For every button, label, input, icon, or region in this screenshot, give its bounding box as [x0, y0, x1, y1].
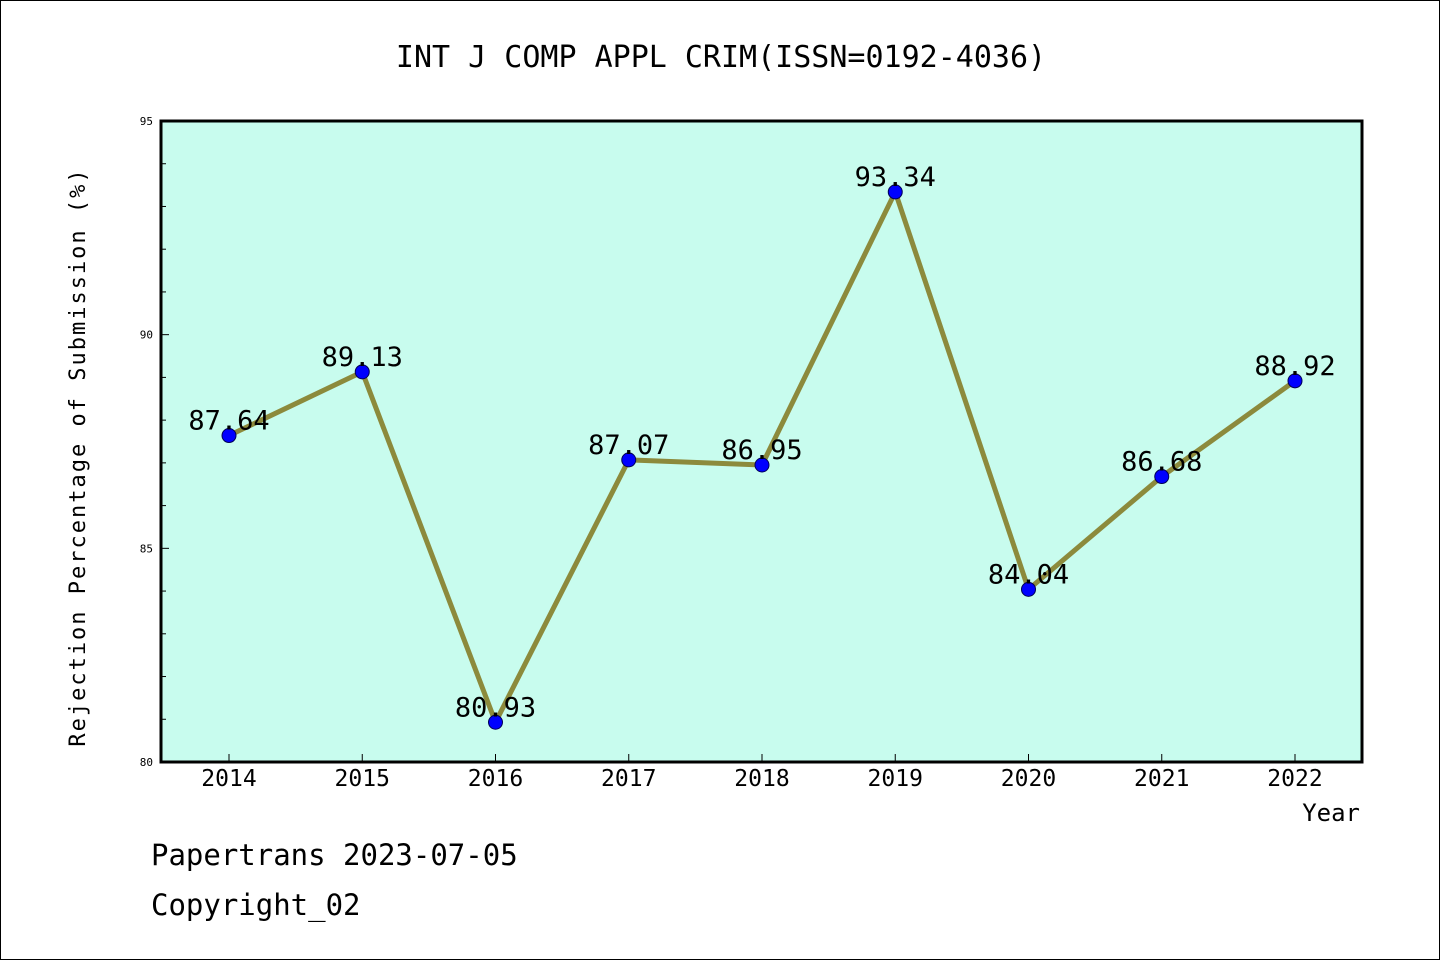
- x-tick-label: 2020: [1001, 766, 1056, 792]
- x-tick-label: 2021: [1134, 766, 1189, 792]
- data-point-2016: [488, 714, 503, 730]
- data-label-2022: 88.92: [1254, 351, 1335, 382]
- data-label-2014: 87.64: [188, 406, 269, 437]
- data-point-2019: [887, 184, 903, 200]
- x-tick-label: 2016: [468, 766, 523, 792]
- data-point-2020: [1021, 581, 1036, 597]
- data-point-2014: [221, 428, 237, 444]
- footer-copyright: Copyright_02: [151, 888, 361, 923]
- x-tick-label: 2019: [868, 766, 923, 792]
- data-point-2015: [354, 364, 370, 380]
- data-label-2017: 87.07: [588, 430, 669, 461]
- data-point-2021: [1154, 469, 1170, 485]
- x-tick-label: 2017: [601, 766, 656, 792]
- data-label-2021: 86.68: [1121, 447, 1202, 478]
- data-label-2015: 89.13: [322, 342, 403, 373]
- x-axis-ticks: 2014 2015 2016 2017 2018 2019 2020 2021 2022: [201, 754, 1323, 792]
- data-label-2020: 84.04: [988, 559, 1069, 590]
- data-label-2019: 93.34: [855, 162, 936, 193]
- data-point-2017: [621, 452, 637, 468]
- x-axis-label: Year: [1302, 799, 1360, 827]
- x-tick-label: 2014: [201, 766, 256, 792]
- x-tick-label: 2018: [734, 766, 789, 792]
- data-label-2016: 80.93: [455, 692, 536, 723]
- y-axis-label: Rejection Percentage of Submission (%): [66, 167, 91, 746]
- y-axis-ticks: 80 85 90 95: [140, 115, 169, 769]
- y-tick-label: 95: [140, 115, 153, 128]
- series: 87.64 89.13 80.93 87.07 86.95 93.34 84.04 86.68…: [188, 162, 1336, 730]
- y-tick-label: 80: [140, 756, 153, 769]
- plot-area: [159, 119, 1364, 764]
- chart-title: INT J COMP APPL CRIM(ISSN=0192-4036): [396, 40, 1046, 75]
- x-tick-label: 2015: [335, 766, 390, 792]
- footer-date: Papertrans 2023-07-05: [151, 838, 518, 872]
- data-point-2018: [754, 457, 770, 473]
- data-label-2018: 86.95: [721, 435, 802, 466]
- y-tick-label: 85: [140, 542, 153, 555]
- data-point-2022: [1287, 373, 1303, 389]
- y-tick-label: 90: [140, 329, 153, 342]
- x-tick-label: 2022: [1267, 766, 1322, 792]
